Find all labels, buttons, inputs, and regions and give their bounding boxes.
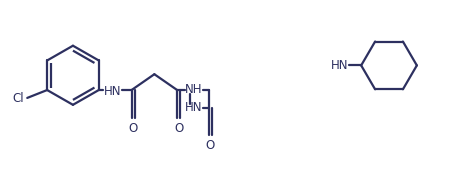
Text: O: O [174,122,183,134]
Text: HN: HN [104,85,121,97]
Text: O: O [128,122,137,134]
Text: Cl: Cl [13,92,24,105]
Text: HN: HN [331,59,348,72]
Text: HN: HN [185,101,202,114]
Text: O: O [205,139,215,152]
Text: NH: NH [185,83,202,96]
